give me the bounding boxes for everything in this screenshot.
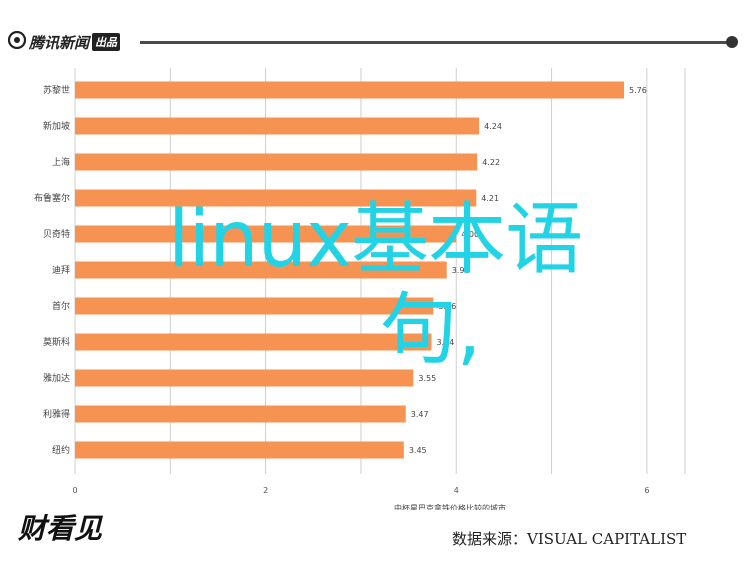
- bar: [75, 369, 414, 387]
- category-label: 上海: [52, 156, 70, 168]
- category-label: 贝奇特: [43, 228, 70, 240]
- category-label: 迪拜: [52, 264, 70, 276]
- category-label: 莫斯科: [43, 336, 70, 348]
- overlay-title: linux基本语 句,: [0, 195, 750, 375]
- bar: [75, 189, 477, 207]
- overlay-title-line-2: 句,: [379, 285, 482, 375]
- category-label: 苏黎世: [43, 84, 70, 96]
- data-label: 3.90: [452, 266, 470, 275]
- data-label: 3.55: [418, 374, 436, 383]
- logo-badge: 出品: [92, 33, 121, 51]
- logo: 腾讯新闻 出品: [7, 30, 121, 53]
- overlay-title-line-1: linux基本语: [167, 195, 583, 285]
- header-divider: [140, 41, 732, 44]
- data-label: 4.24: [484, 122, 502, 131]
- bar: [75, 405, 406, 423]
- bar: [75, 297, 434, 315]
- category-label: 雅加达: [43, 372, 70, 384]
- category-label: 布鲁塞尔: [34, 192, 70, 204]
- tencent-news-logo-icon: [7, 30, 27, 53]
- x-tick-label: 0: [72, 486, 77, 495]
- bar: [75, 261, 447, 279]
- bar: [75, 81, 624, 99]
- bar: [75, 153, 478, 171]
- category-label: 首尔: [52, 300, 70, 312]
- source-note: 数据来源：VISUAL CAPITALIST: [452, 530, 687, 548]
- data-label: 5.76: [629, 86, 647, 95]
- logo-text: 腾讯新闻: [29, 33, 90, 52]
- category-label: 新加坡: [43, 120, 70, 132]
- data-label: 3.45: [409, 446, 427, 455]
- x-axis-label: 中杯星巴克拿铁价格比较的城市: [394, 503, 506, 510]
- bar-chart: 0 2 4 6 中杯星巴克拿铁价格比较的城市 苏黎世 5.76 新加坡 4.24 上海 4.22 布鲁…: [34, 68, 686, 510]
- bar: [75, 441, 404, 459]
- bar: [75, 117, 480, 135]
- header-dot: [726, 36, 738, 48]
- x-tick-label: 6: [644, 486, 649, 495]
- data-label: 3.74: [436, 338, 454, 347]
- data-label: 3.47: [411, 410, 429, 419]
- data-label: 4.22: [482, 158, 500, 167]
- header: 腾讯新闻 出品: [0, 0, 750, 80]
- data-label: 4.21: [481, 194, 499, 203]
- x-tick-label: 2: [263, 486, 268, 495]
- data-label: 3.76: [438, 302, 456, 311]
- category-label: 利雅得: [43, 408, 70, 420]
- bar: [75, 333, 432, 351]
- footer-logo: 财看见: [18, 512, 103, 545]
- category-label: 纽约: [52, 444, 70, 456]
- bar: [75, 225, 457, 243]
- data-label: 4.00: [461, 230, 479, 239]
- x-tick-label: 4: [454, 486, 459, 495]
